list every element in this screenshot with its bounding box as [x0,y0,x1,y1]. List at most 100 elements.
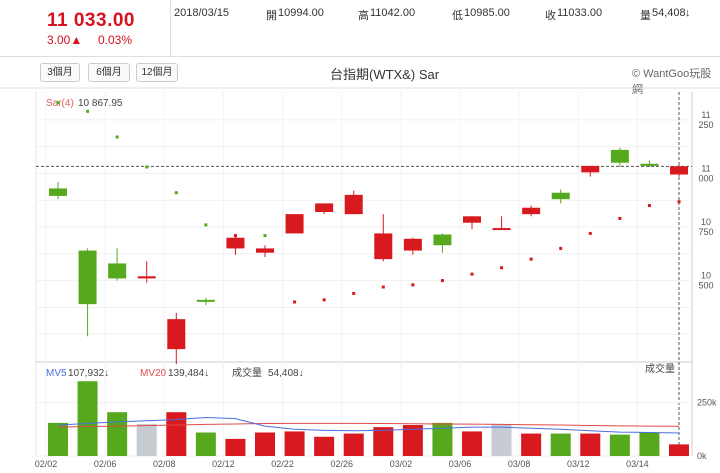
sar-dot [115,135,119,139]
sar-dot [381,285,385,289]
sar-dot [529,257,533,261]
site-credit: © WantGoo玩股網 [632,68,712,96]
volume-legend-label: 成交量 [232,366,262,379]
volume-label: 量 [640,10,651,22]
y-tick-label-top: 10 [701,271,711,281]
open-value: 10994.00 [278,7,324,19]
volume-bar [432,422,453,456]
sar-dot [233,234,237,238]
x-tick-label: 03/14 [626,459,649,469]
mv5-label: MV5 [46,368,67,379]
sar-dot [677,200,681,204]
price-change-pct: 0.03% [98,33,133,47]
volume-bar [609,434,630,456]
volume-arrow: ↓ [685,7,691,19]
sar-dot [411,283,415,287]
volume-bar [373,427,394,456]
sar-dot [174,191,178,195]
volume-bar [255,432,275,456]
sar-dot [352,291,356,295]
sar-legend-value: 10 867.95 [78,98,123,109]
x-tick-label: 03/02 [390,459,413,469]
y-tick-label-top: 10 [701,217,711,227]
x-tick-label: 03/06 [449,459,472,469]
low-label: 低 [452,10,463,22]
volume-panel-title: 成交量 [645,362,675,375]
period-12m-button[interactable]: 12個月 [136,63,178,82]
y-tick-label-bottom: 250 [698,120,713,130]
sar-dot [86,109,90,113]
candle-body [551,192,570,200]
volume-bar [462,431,482,456]
y-tick-label-top: 11 [701,163,710,173]
period-3m-button[interactable]: 3個月 [40,63,80,82]
sar-dot [204,223,208,227]
candle-body [108,263,127,279]
volume-tick-label: 0k [697,451,707,461]
volume-bar [166,412,187,456]
mv20-line [57,422,680,428]
mv5-line [57,417,680,434]
close-label: 收 [545,10,556,22]
candle-body [196,299,215,302]
candle-body [463,216,481,223]
sar-dot [470,272,474,276]
close-value: 11033.00 [557,7,603,19]
volume-bar [284,431,305,456]
volume-bar [107,412,128,456]
candle-body [522,207,541,215]
candle-body [285,214,304,234]
sar-dot [618,216,622,220]
sar-dot [559,246,563,250]
candle-body [374,233,393,260]
x-tick-label: 02/26 [330,459,353,469]
volume-bar [343,433,364,456]
y-tick-label-top: 11 [701,110,710,120]
period-6m-button[interactable]: 6個月 [88,63,130,82]
y-tick-label-bottom: 000 [698,173,713,183]
mv5-value: 107,932↓ [68,368,109,379]
mv20-value: 139,484↓ [168,368,209,379]
x-tick-label: 03/12 [567,459,590,469]
quote-bar: 11 033.00 3.00▲ 0.03% 2018/03/15 開 10994… [0,0,720,57]
y-tick-label-bottom: 750 [698,227,713,237]
high-label: 高 [358,10,369,22]
mv20-label: MV20 [140,368,167,379]
sar-dot [322,298,326,302]
sar-dot [647,204,651,208]
low-value: 10985.00 [464,7,510,19]
volume-bar [402,425,423,456]
candle-body [581,165,600,173]
volume-bar [669,444,689,456]
sar-dot [440,279,444,283]
price-box: 11 033.00 3.00▲ 0.03% [0,0,171,56]
volume-bar [195,432,216,456]
high-value: 11042.00 [370,7,416,19]
volume-tick-label: 250k [697,398,717,408]
candle-body [137,276,156,279]
candle-body [433,234,452,246]
volume-bar [491,423,512,456]
volume-bar [77,381,98,456]
x-tick-label: 02/22 [271,459,294,469]
candle-body [403,238,422,251]
volume-legend-value: 54,408↓ [268,368,304,379]
sar-dot [588,231,592,235]
candle-body [344,194,363,215]
candle-body [315,203,334,212]
x-tick-label: 02/02 [35,459,58,469]
period-selector: 3個月 6個月 12個月 [0,56,720,88]
volume-bar [550,433,571,456]
candle-body [256,248,274,253]
candle-body [610,149,629,163]
candle-body [78,250,97,305]
open-label: 開 [266,10,277,22]
x-tick-label: 02/12 [212,459,235,469]
candle-body [49,188,67,196]
candle-body [492,228,511,231]
volume-bar [225,438,246,456]
volume-bar [580,433,601,456]
quote-date: 2018/03/15 [174,7,230,19]
x-tick-label: 02/06 [94,459,117,469]
volume-bar [521,433,542,456]
